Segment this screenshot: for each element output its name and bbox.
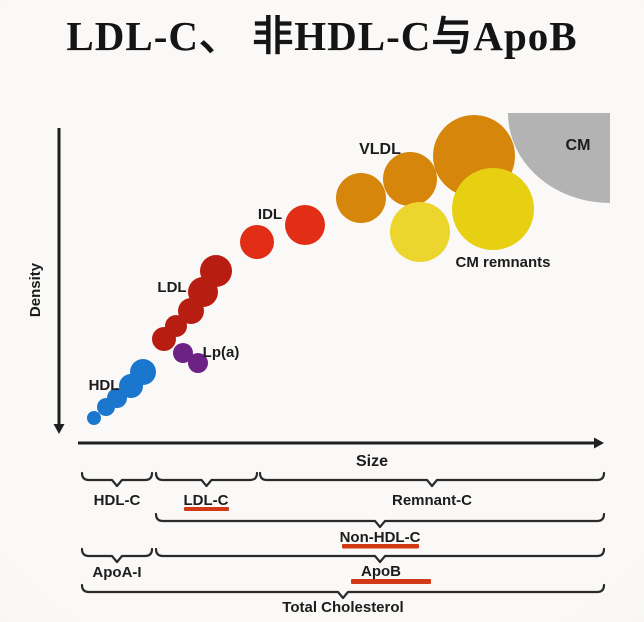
bracket-label-ldl-c: LDL-C bbox=[184, 492, 229, 509]
hdl-label: HDL bbox=[89, 377, 120, 394]
bracket-label-total-cholesterol: Total Cholesterol bbox=[282, 599, 403, 616]
vldl-label: VLDL bbox=[359, 141, 401, 158]
cm-label: CM bbox=[566, 137, 591, 154]
bracket-label-apob: ApoB bbox=[361, 563, 401, 580]
underline-apob bbox=[351, 579, 431, 584]
bracket-hdl-c bbox=[80, 471, 154, 488]
bracket-remnant-c bbox=[258, 471, 606, 488]
bracket-apob bbox=[154, 547, 606, 564]
slide-title: LDL-C、 非HDL-C与ApoB bbox=[66, 13, 578, 59]
bracket-apoa-i bbox=[80, 547, 154, 564]
bubble-lp-a bbox=[173, 343, 193, 363]
lpa-label: Lp(a) bbox=[203, 344, 240, 361]
bracket-ldl-c bbox=[154, 471, 259, 488]
bubble-lp-a bbox=[188, 353, 208, 373]
bubble-idl bbox=[285, 205, 325, 245]
underline-ldl-c bbox=[184, 507, 229, 511]
x-axis-arrowhead-icon bbox=[594, 437, 604, 449]
cm-wedge bbox=[508, 113, 610, 203]
bracket-label-non-hdl-c: Non-HDL-C bbox=[340, 529, 421, 546]
bracket-total-cholesterol bbox=[80, 583, 606, 600]
bubble-cm-remnants bbox=[452, 168, 534, 250]
bubble-idl bbox=[240, 225, 274, 259]
x-axis-label: Size bbox=[356, 453, 388, 470]
bracket-label-apoa-i: ApoA-I bbox=[92, 564, 141, 581]
bubble-ldl bbox=[165, 315, 187, 337]
bubble-ldl bbox=[200, 255, 232, 287]
bracket-non-hdl-c bbox=[154, 512, 606, 529]
bubble-hdl bbox=[87, 411, 101, 425]
y-axis-arrowhead-icon bbox=[53, 424, 65, 434]
bracket-label-remnant-c: Remnant-C bbox=[392, 492, 472, 509]
ldl-label: LDL bbox=[157, 279, 186, 296]
bubble-cm-remnants bbox=[390, 202, 450, 262]
cm-remnants-label: CM remnants bbox=[455, 254, 550, 271]
bracket-label-hdl-c: HDL-C bbox=[94, 492, 141, 509]
bubble-hdl bbox=[130, 359, 156, 385]
bubble-vldl bbox=[336, 173, 386, 223]
underline-non-hdl-c bbox=[342, 544, 419, 549]
y-axis-label: Density bbox=[27, 262, 44, 317]
bubble-vldl bbox=[383, 152, 437, 206]
idl-label: IDL bbox=[258, 206, 282, 223]
